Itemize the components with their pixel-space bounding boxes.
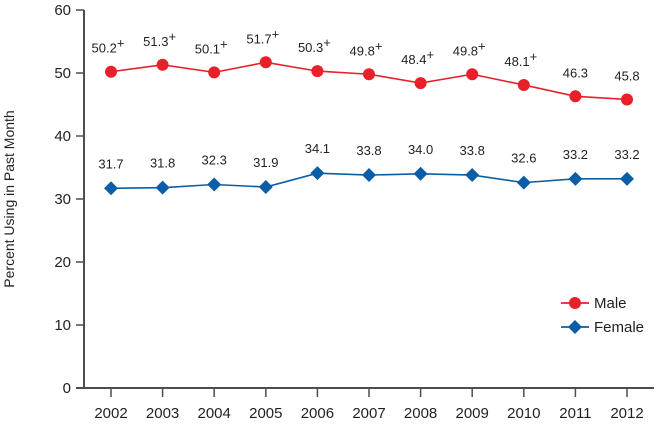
- diamond-marker-icon: [516, 175, 531, 190]
- data-label: 31.9: [253, 155, 278, 170]
- data-label: 51.3+: [143, 29, 176, 49]
- diamond-marker-icon: [362, 168, 376, 183]
- x-tick-label: 2006: [301, 405, 334, 422]
- legend-label: Female: [594, 319, 644, 336]
- diamond-marker-icon: [310, 166, 325, 181]
- data-label: 49.8+: [350, 38, 383, 58]
- x-tick-label: 2004: [198, 405, 231, 422]
- x-tick-label: 2012: [610, 405, 643, 422]
- diamond-marker-icon: [258, 180, 273, 195]
- data-label: 33.2: [614, 147, 639, 162]
- data-label: 32.3: [202, 153, 227, 168]
- legend-item-male: Male: [561, 295, 627, 312]
- data-label: 34.1: [305, 141, 330, 156]
- diamond-marker-icon: [465, 168, 480, 183]
- data-label: 45.8: [614, 68, 639, 83]
- circle-marker-icon: [621, 93, 633, 106]
- data-label: 48.1+: [504, 49, 537, 69]
- x-tick-label: 2008: [404, 405, 437, 422]
- data-label: 50.2+: [92, 36, 125, 56]
- series-line: [110, 61, 628, 101]
- circle-marker-icon: [259, 56, 272, 69]
- significance-marker: +: [117, 36, 125, 51]
- significance-marker: +: [375, 38, 383, 53]
- x-tick-label: 2007: [352, 405, 385, 422]
- data-label: 51.7+: [246, 26, 279, 46]
- y-tick-label: 0: [63, 380, 71, 397]
- y-axis-title: Percent Using in Past Month: [1, 110, 17, 287]
- legend-diamond-icon: [568, 320, 582, 334]
- circle-marker-icon: [466, 68, 479, 81]
- x-axis-ticks: 2002 2003 2004 2005 2006 2007 2008 2009 2010 2011…: [94, 388, 644, 422]
- data-label: 48.4+: [401, 47, 434, 67]
- series-layer: 50.2+ 51.3+ 50.1+ 51.7+ 50.3+ 49.8+ 48.4+ 49.8+…: [92, 26, 640, 196]
- series-male: 50.2+ 51.3+ 50.1+ 51.7+ 50.3+ 49.8+ 48.4+ 49.8+…: [92, 26, 640, 106]
- circle-marker-icon: [208, 66, 221, 79]
- legend-circle-icon: [569, 297, 581, 309]
- data-label: 32.6: [511, 151, 536, 166]
- y-tick-label: 60: [54, 2, 71, 19]
- legend-label: Male: [594, 295, 627, 312]
- significance-marker: +: [478, 38, 486, 53]
- data-label: 33.8: [460, 143, 485, 158]
- series-female: 31.7 31.8 32.3 31.9 34.1 33.8 34.0 33.8 32.6 33.2…: [98, 141, 640, 196]
- data-label: 34.0: [408, 142, 433, 157]
- y-tick-label: 30: [54, 191, 71, 208]
- circle-marker-icon: [363, 68, 375, 81]
- y-tick-label: 20: [54, 254, 71, 271]
- x-tick-label: 2002: [94, 405, 127, 422]
- significance-marker: +: [530, 49, 538, 64]
- diamond-marker-icon: [413, 166, 428, 181]
- significance-marker: +: [426, 47, 434, 62]
- data-label: 33.2: [563, 147, 588, 162]
- y-axis-title-group: Percent Using in Past Month: [1, 110, 17, 287]
- x-tick-label: 2010: [507, 405, 540, 422]
- data-label: 49.8+: [453, 38, 486, 58]
- circle-marker-icon: [156, 58, 169, 71]
- significance-marker: +: [272, 26, 280, 41]
- diamond-marker-icon: [568, 171, 583, 186]
- legend: Male Female: [561, 295, 644, 336]
- data-label: 50.1+: [195, 36, 228, 56]
- x-tick-label: 2003: [146, 405, 179, 422]
- data-label: 46.3: [563, 65, 588, 80]
- diamond-marker-icon: [155, 180, 170, 195]
- significance-marker: +: [168, 29, 176, 44]
- y-tick-label: 10: [54, 317, 71, 334]
- data-label: 31.8: [150, 156, 175, 171]
- x-tick-label: 2005: [249, 405, 282, 422]
- circle-marker-icon: [105, 65, 117, 78]
- diamond-marker-icon: [620, 171, 634, 186]
- y-tick-label: 50: [54, 65, 71, 82]
- circle-marker-icon: [414, 77, 427, 90]
- significance-marker: +: [323, 35, 331, 50]
- legend-item-female: Female: [561, 319, 644, 336]
- data-label: 31.7: [98, 156, 123, 171]
- x-tick-label: 2011: [559, 405, 591, 422]
- y-axis-ticks: 0 10 20 30 40 50 60: [54, 2, 84, 397]
- x-tick-label: 2009: [456, 405, 489, 422]
- circle-marker-icon: [517, 78, 530, 91]
- y-tick-label: 40: [54, 128, 71, 145]
- diamond-marker-icon: [207, 177, 222, 192]
- data-label: 33.8: [356, 143, 381, 158]
- circle-marker-icon: [569, 90, 582, 103]
- diamond-marker-icon: [104, 181, 118, 196]
- data-label: 50.3+: [298, 35, 331, 55]
- significance-marker: +: [220, 36, 228, 51]
- circle-marker-icon: [311, 65, 324, 78]
